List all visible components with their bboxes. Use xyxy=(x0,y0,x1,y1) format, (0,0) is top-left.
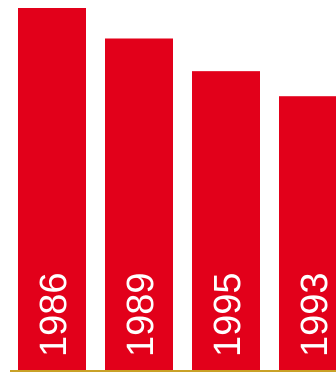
bar-label-1993: 1993 xyxy=(294,272,336,357)
bar-1993 xyxy=(279,96,336,372)
bar-label-1986: 1986 xyxy=(33,272,75,357)
bar-1986 xyxy=(18,8,86,371)
bars-layer xyxy=(18,8,336,372)
bar-label-1995: 1995 xyxy=(207,272,249,357)
bar-1989 xyxy=(105,38,173,371)
bar-1995 xyxy=(192,71,260,372)
bar-label-1989: 1989 xyxy=(120,272,162,357)
bar-labels-layer: 1986 1989 1995 1993 xyxy=(33,272,336,357)
